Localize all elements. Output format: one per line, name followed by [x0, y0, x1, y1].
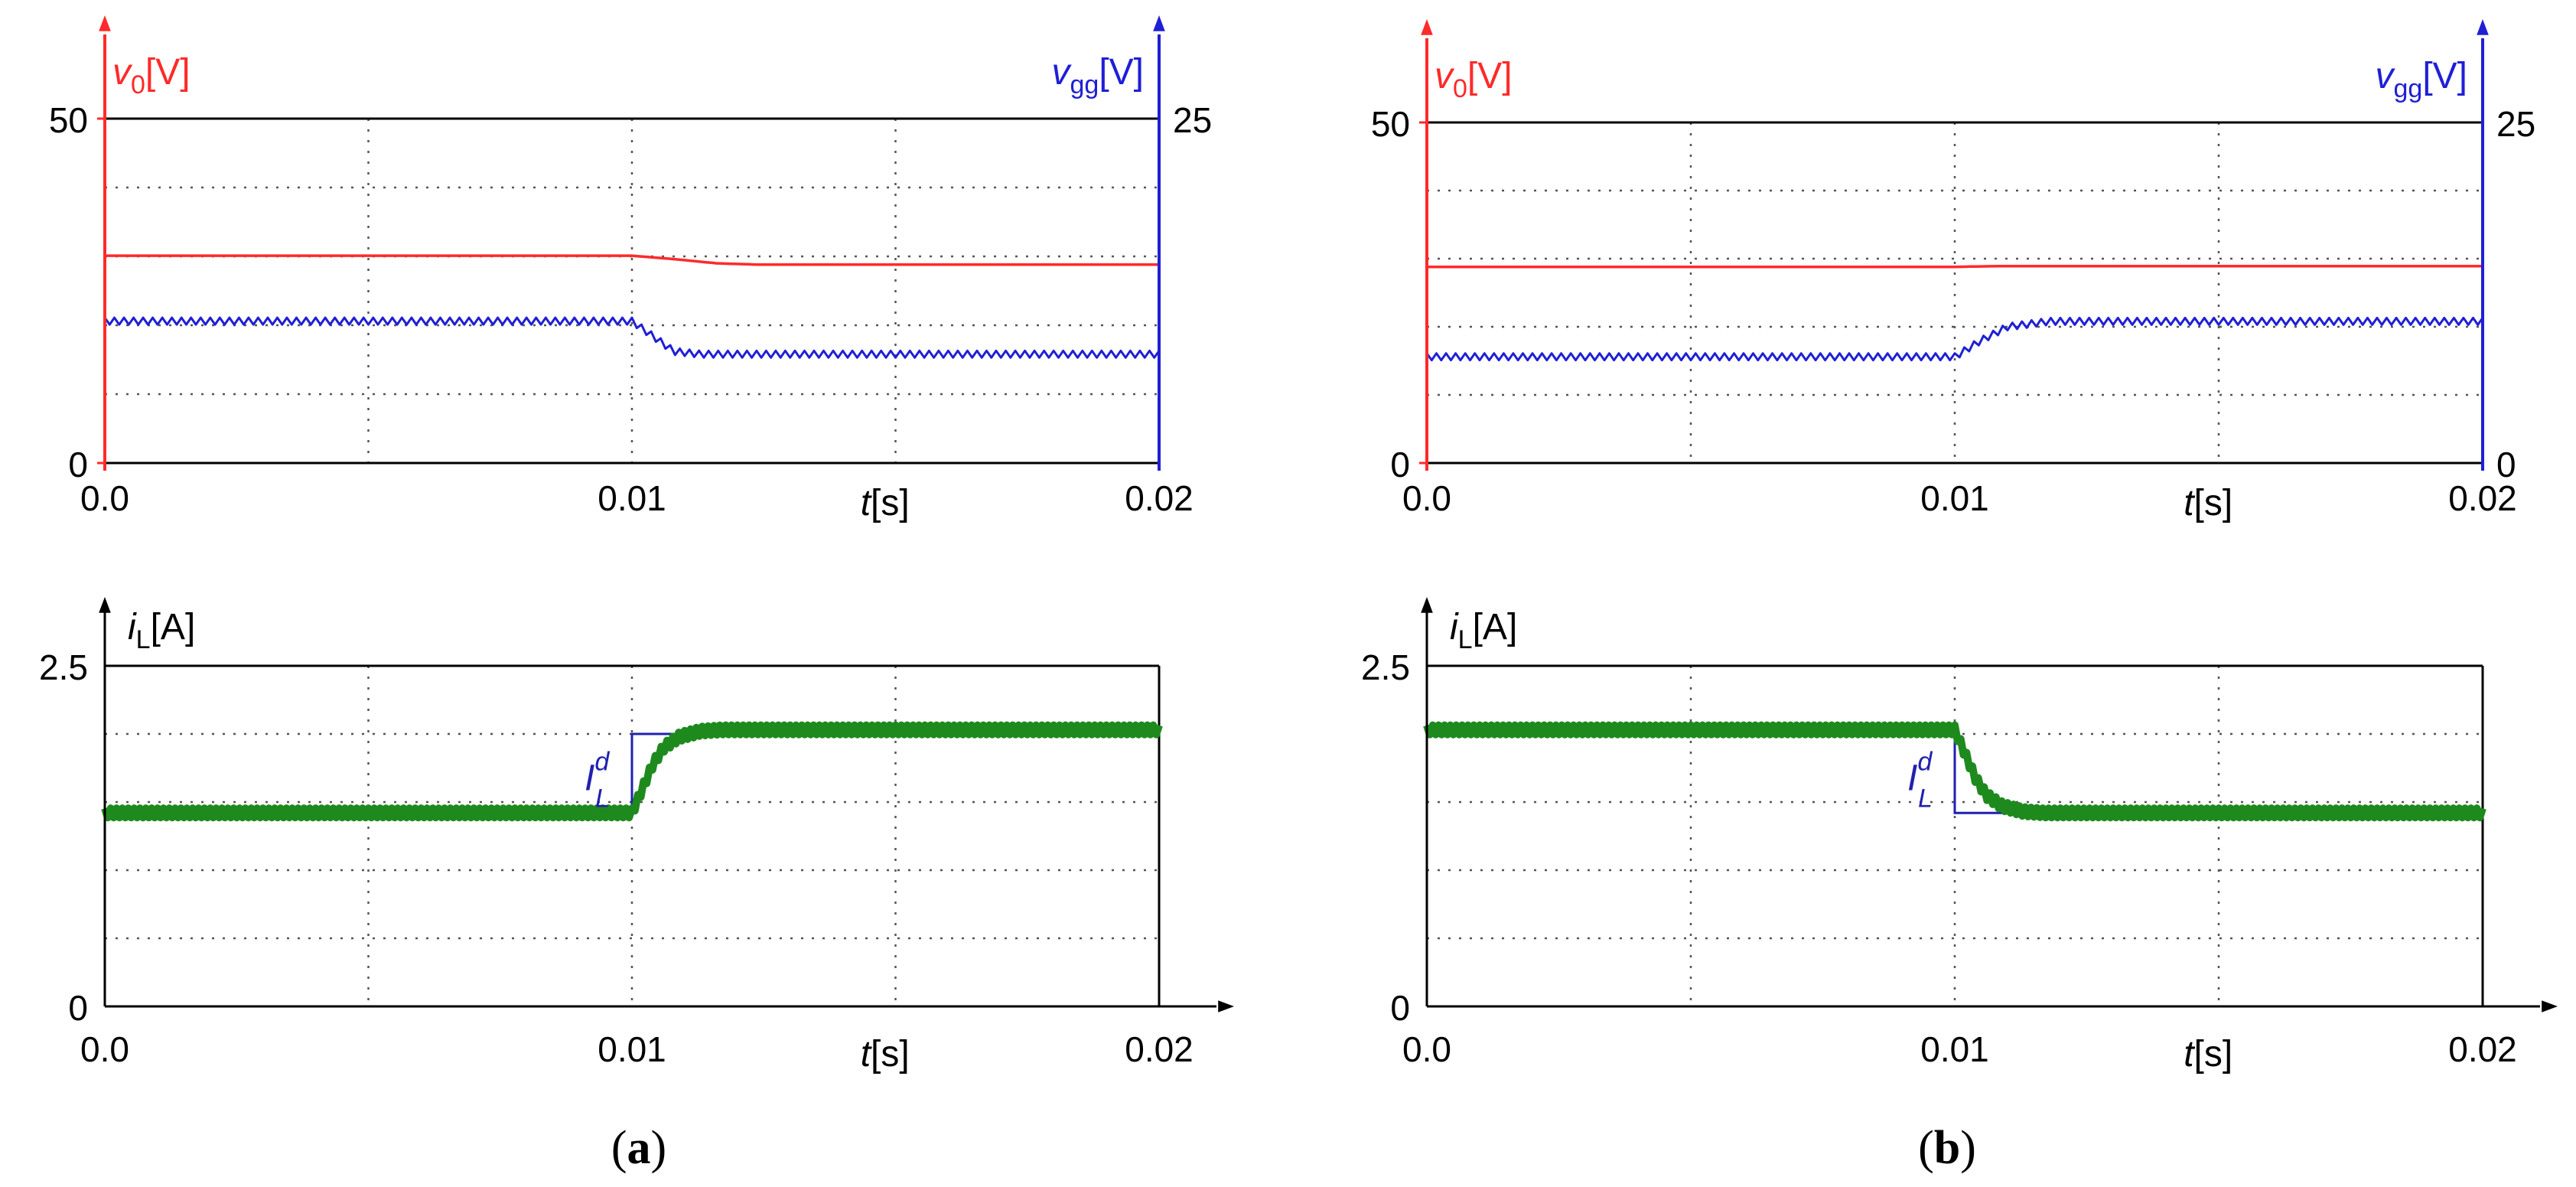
panel-a-voltage-x-axis-label: t[s] [861, 483, 910, 523]
panel-a-voltage-left-axis-label: v0[V] [112, 52, 191, 99]
panel-a-current-x-tick-label: 0.02 [1125, 1029, 1194, 1069]
panel-b-current-reference-step [1427, 732, 2483, 814]
panel-a-voltage-x-tick-label: 0.01 [598, 478, 666, 518]
panel-b-current-x-tick-label: 0.02 [2448, 1029, 2517, 1069]
panel-b-current-reference-label: Id L [1907, 748, 1933, 814]
panel-b-voltage-right-axis-label: vgg[V] [2375, 56, 2467, 103]
panel-b-voltage-x-tick-label: 0.0 [1402, 478, 1451, 518]
panel-a-voltage-left-tick-label: 0 [68, 445, 88, 484]
y-axis-arrow-icon [99, 597, 111, 613]
panel-a-voltage-x-tick-label: 0.02 [1125, 478, 1194, 518]
panel-b-voltage-left-tick-label: 50 [1371, 104, 1410, 144]
panel-a-current-y-tick-label: 2.5 [39, 647, 88, 687]
panel-a-current-reference-step [105, 732, 1159, 814]
x-axis-arrow-icon [1218, 1000, 1234, 1013]
panel-b-voltage-left-axis-label: v0[V] [1435, 56, 1513, 103]
panel-a-voltage-right-axis-label: vgg[V] [1051, 52, 1144, 99]
x-axis-arrow-icon [2542, 1000, 2558, 1013]
panel-b-voltage-left-tick-label: 0 [1390, 445, 1410, 484]
grid [1427, 666, 2483, 1006]
panel-a-voltage-series-v0 [105, 254, 1159, 266]
panel-b-voltage-x-tick-label: 0.01 [1920, 478, 1989, 518]
panel-b-voltage-right-tick-label: 25 [2496, 104, 2535, 144]
panel-a-current-reference-label: Id L [585, 748, 610, 814]
right-axis-arrow-icon [2477, 19, 2489, 35]
panel-a-voltage-right-tick-label: 25 [1173, 100, 1212, 140]
panel-a-caption: (a) [611, 1122, 666, 1174]
panel-b: 50 0 25 0 v0[V] vgg[V] 0.0 0.01 0.02 t[s] 2.5 0 iL[… [1361, 19, 2558, 1174]
panel-b-current-y-tick-label: 0 [1390, 988, 1410, 1028]
panel-b-current-x-tick-label: 0.01 [1920, 1029, 1989, 1069]
panel-a-current-y-axis-label: iL[A] [128, 607, 195, 654]
panel-b-current-plot: 2.5 0 iL[A] Id L 0.0 0.01 0.02 t[s] [1361, 597, 2558, 1074]
panel-b-voltage-plot: 50 0 25 0 v0[V] vgg[V] 0.0 0.01 0.02 t[s] [1371, 19, 2535, 523]
grid [1427, 122, 2483, 463]
panel-b-caption: (b) [1918, 1122, 1976, 1174]
panel-b-current-series-iL [1423, 721, 2486, 822]
right-axis-arrow-icon [1153, 15, 1165, 31]
panel-b-voltage-x-axis-label: t[s] [2184, 483, 2232, 523]
panel-a: 50 0 25 v0[V] vgg[V] 0.0 0.01 0.02 t[s] 2.5 0 iL[A… [39, 15, 1234, 1174]
panel-a-voltage-left-tick-label: 50 [49, 100, 88, 140]
panel-a-voltage-series-vgg [103, 316, 1161, 359]
panel-b-voltage-series-vgg [1425, 316, 2484, 362]
left-axis-arrow-icon [99, 15, 111, 31]
panel-b-voltage-x-tick-label: 0.02 [2448, 478, 2517, 518]
panel-a-current-x-axis-label: t[s] [861, 1034, 910, 1074]
panel-a-voltage-x-tick-label: 0.0 [80, 478, 129, 518]
panel-a-current-x-tick-label: 0.01 [598, 1029, 666, 1069]
panel-a-current-y-tick-label: 0 [68, 988, 88, 1028]
grid [105, 666, 1159, 1006]
panel-b-current-y-tick-label: 2.5 [1361, 647, 1410, 687]
panel-a-current-plot: 2.5 0 iL[A] Id L 0.0 0.01 0.02 t[s] [39, 597, 1234, 1074]
y-axis-arrow-icon [1421, 597, 1433, 613]
panel-a-voltage-plot: 50 0 25 v0[V] vgg[V] 0.0 0.01 0.02 t[s] [49, 15, 1212, 523]
panel-b-current-y-axis-label: iL[A] [1450, 607, 1517, 654]
panel-b-voltage-right-tick-label: 0 [2496, 445, 2516, 484]
panel-a-current-series-iL [101, 721, 1163, 822]
panel-a-current-x-tick-label: 0.0 [80, 1029, 129, 1069]
grid [105, 119, 1159, 463]
panel-b-voltage-series-v0 [1427, 265, 2483, 269]
panel-b-current-x-axis-label: t[s] [2184, 1034, 2232, 1074]
panel-b-current-x-tick-label: 0.0 [1402, 1029, 1451, 1069]
left-axis-arrow-icon [1421, 19, 1433, 35]
